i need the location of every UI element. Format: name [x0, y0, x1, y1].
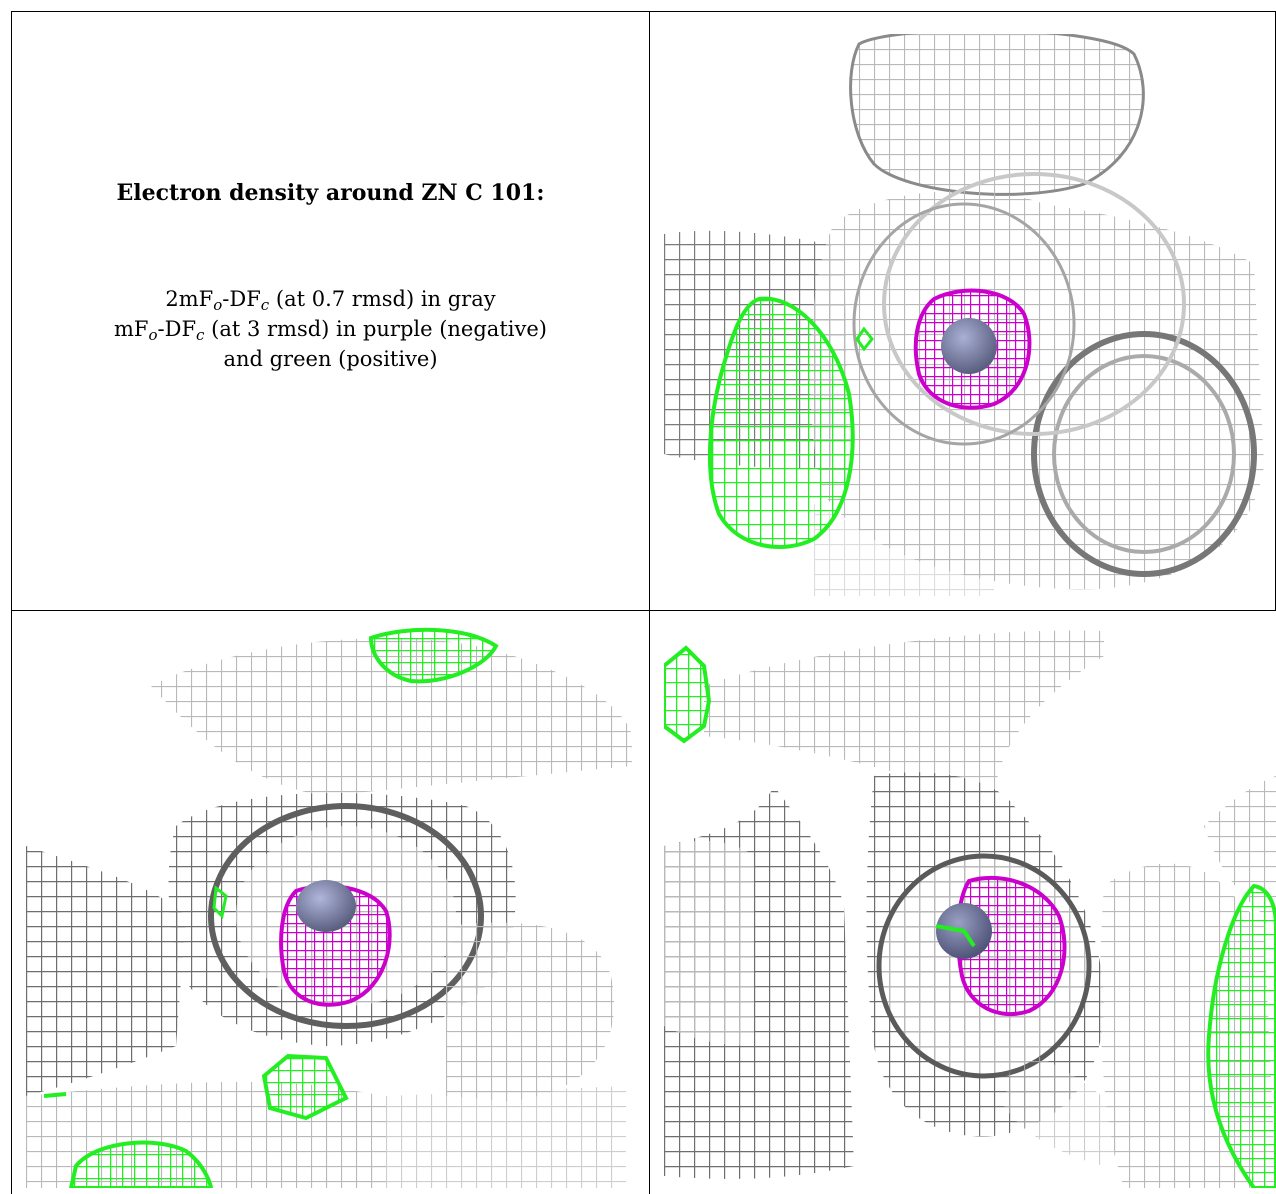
positive-density-green-outline [707, 296, 855, 549]
positive-density-right [1208, 886, 1276, 1188]
legend-line-green: and green (positive) [223, 347, 438, 371]
positive-density-inner [935, 924, 976, 948]
density-ring-right-inner [1052, 354, 1236, 554]
legend-line-purple-sub1: o [148, 326, 158, 344]
table-divider-vertical [649, 11, 650, 1194]
caption-legend: 2mFo-DFc (at 0.7 rmsd) in gray mFo-DFc (… [12, 284, 649, 374]
density-lobe-bottom-right [366, 1086, 626, 1188]
legend-line-gray: 2mFo-DFc (at 0.7 rmsd) in gray [12, 284, 649, 314]
density-view-top-right [664, 34, 1276, 596]
positive-density-small [212, 885, 228, 920]
density-view-bottom-right [664, 626, 1276, 1188]
density-ring-outline [876, 853, 1092, 1079]
figure-table [11, 11, 1275, 1194]
legend-line-purple-prefix: mF [114, 317, 149, 341]
caption-cell: Electron density around ZN C 101: 2mFo-D… [12, 12, 649, 610]
positive-density-top [371, 629, 496, 682]
positive-density-right-outline [1206, 883, 1276, 1188]
negative-density-purple [958, 877, 1065, 1015]
density-lobe-bottom [1004, 1046, 1134, 1166]
density-arm-left [26, 846, 186, 1096]
density-core [810, 190, 1264, 590]
density-lobe-back [814, 504, 994, 596]
density-lobe-right [446, 922, 615, 1101]
negative-density-purple-outline [279, 884, 392, 1007]
legend-line-gray-mid: -DF [222, 287, 261, 311]
legend-line-gray-suffix: (at 0.7 rmsd) in gray [269, 287, 496, 311]
legend-line-purple-mid: -DF [157, 317, 197, 341]
positive-density-mid [264, 1056, 346, 1118]
density-view-bottom-left [26, 626, 638, 1188]
legend-line-gray-prefix: 2mF [165, 287, 214, 311]
legend-line-gray-sub1: o [213, 296, 223, 314]
density-arm-top [704, 630, 1104, 806]
positive-density-top-outline [368, 627, 499, 684]
zinc-atom [941, 318, 997, 374]
positive-density-top-left [664, 648, 709, 741]
caption-title: Electron density around ZN C 101: [116, 180, 545, 206]
negative-density-purple-outline [913, 288, 1032, 410]
legend-line-gray-sub2: c [260, 296, 270, 314]
positive-density-small [855, 326, 874, 352]
density-ring-center [882, 172, 1186, 436]
positive-density-bottom [71, 1142, 211, 1188]
legend-line-purple: mFo-DFc (at 3 rmsd) in purple (negative) [12, 314, 649, 344]
density-ring-right [1031, 331, 1257, 577]
density-pillar-left-light [664, 840, 754, 1046]
density-arm-top [151, 638, 632, 796]
positive-density-mid-outline [261, 1053, 349, 1121]
zinc-atom [296, 880, 356, 932]
legend-line-purple-suffix: (at 3 rmsd) in purple (negative) [204, 317, 547, 341]
density-ring-mid [852, 202, 1076, 446]
density-ring-outline [208, 803, 484, 1029]
positive-density-green [709, 298, 853, 547]
positive-density-bottom-outline [68, 1140, 214, 1188]
density-lobe-top [850, 34, 1144, 195]
table-divider-horizontal [11, 610, 1276, 611]
positive-density-top-left-outline [664, 645, 712, 744]
density-lobe-top-outline [849, 34, 1145, 196]
positive-density-edge [43, 1092, 67, 1098]
legend-line-purple-sub2: c [196, 326, 205, 344]
